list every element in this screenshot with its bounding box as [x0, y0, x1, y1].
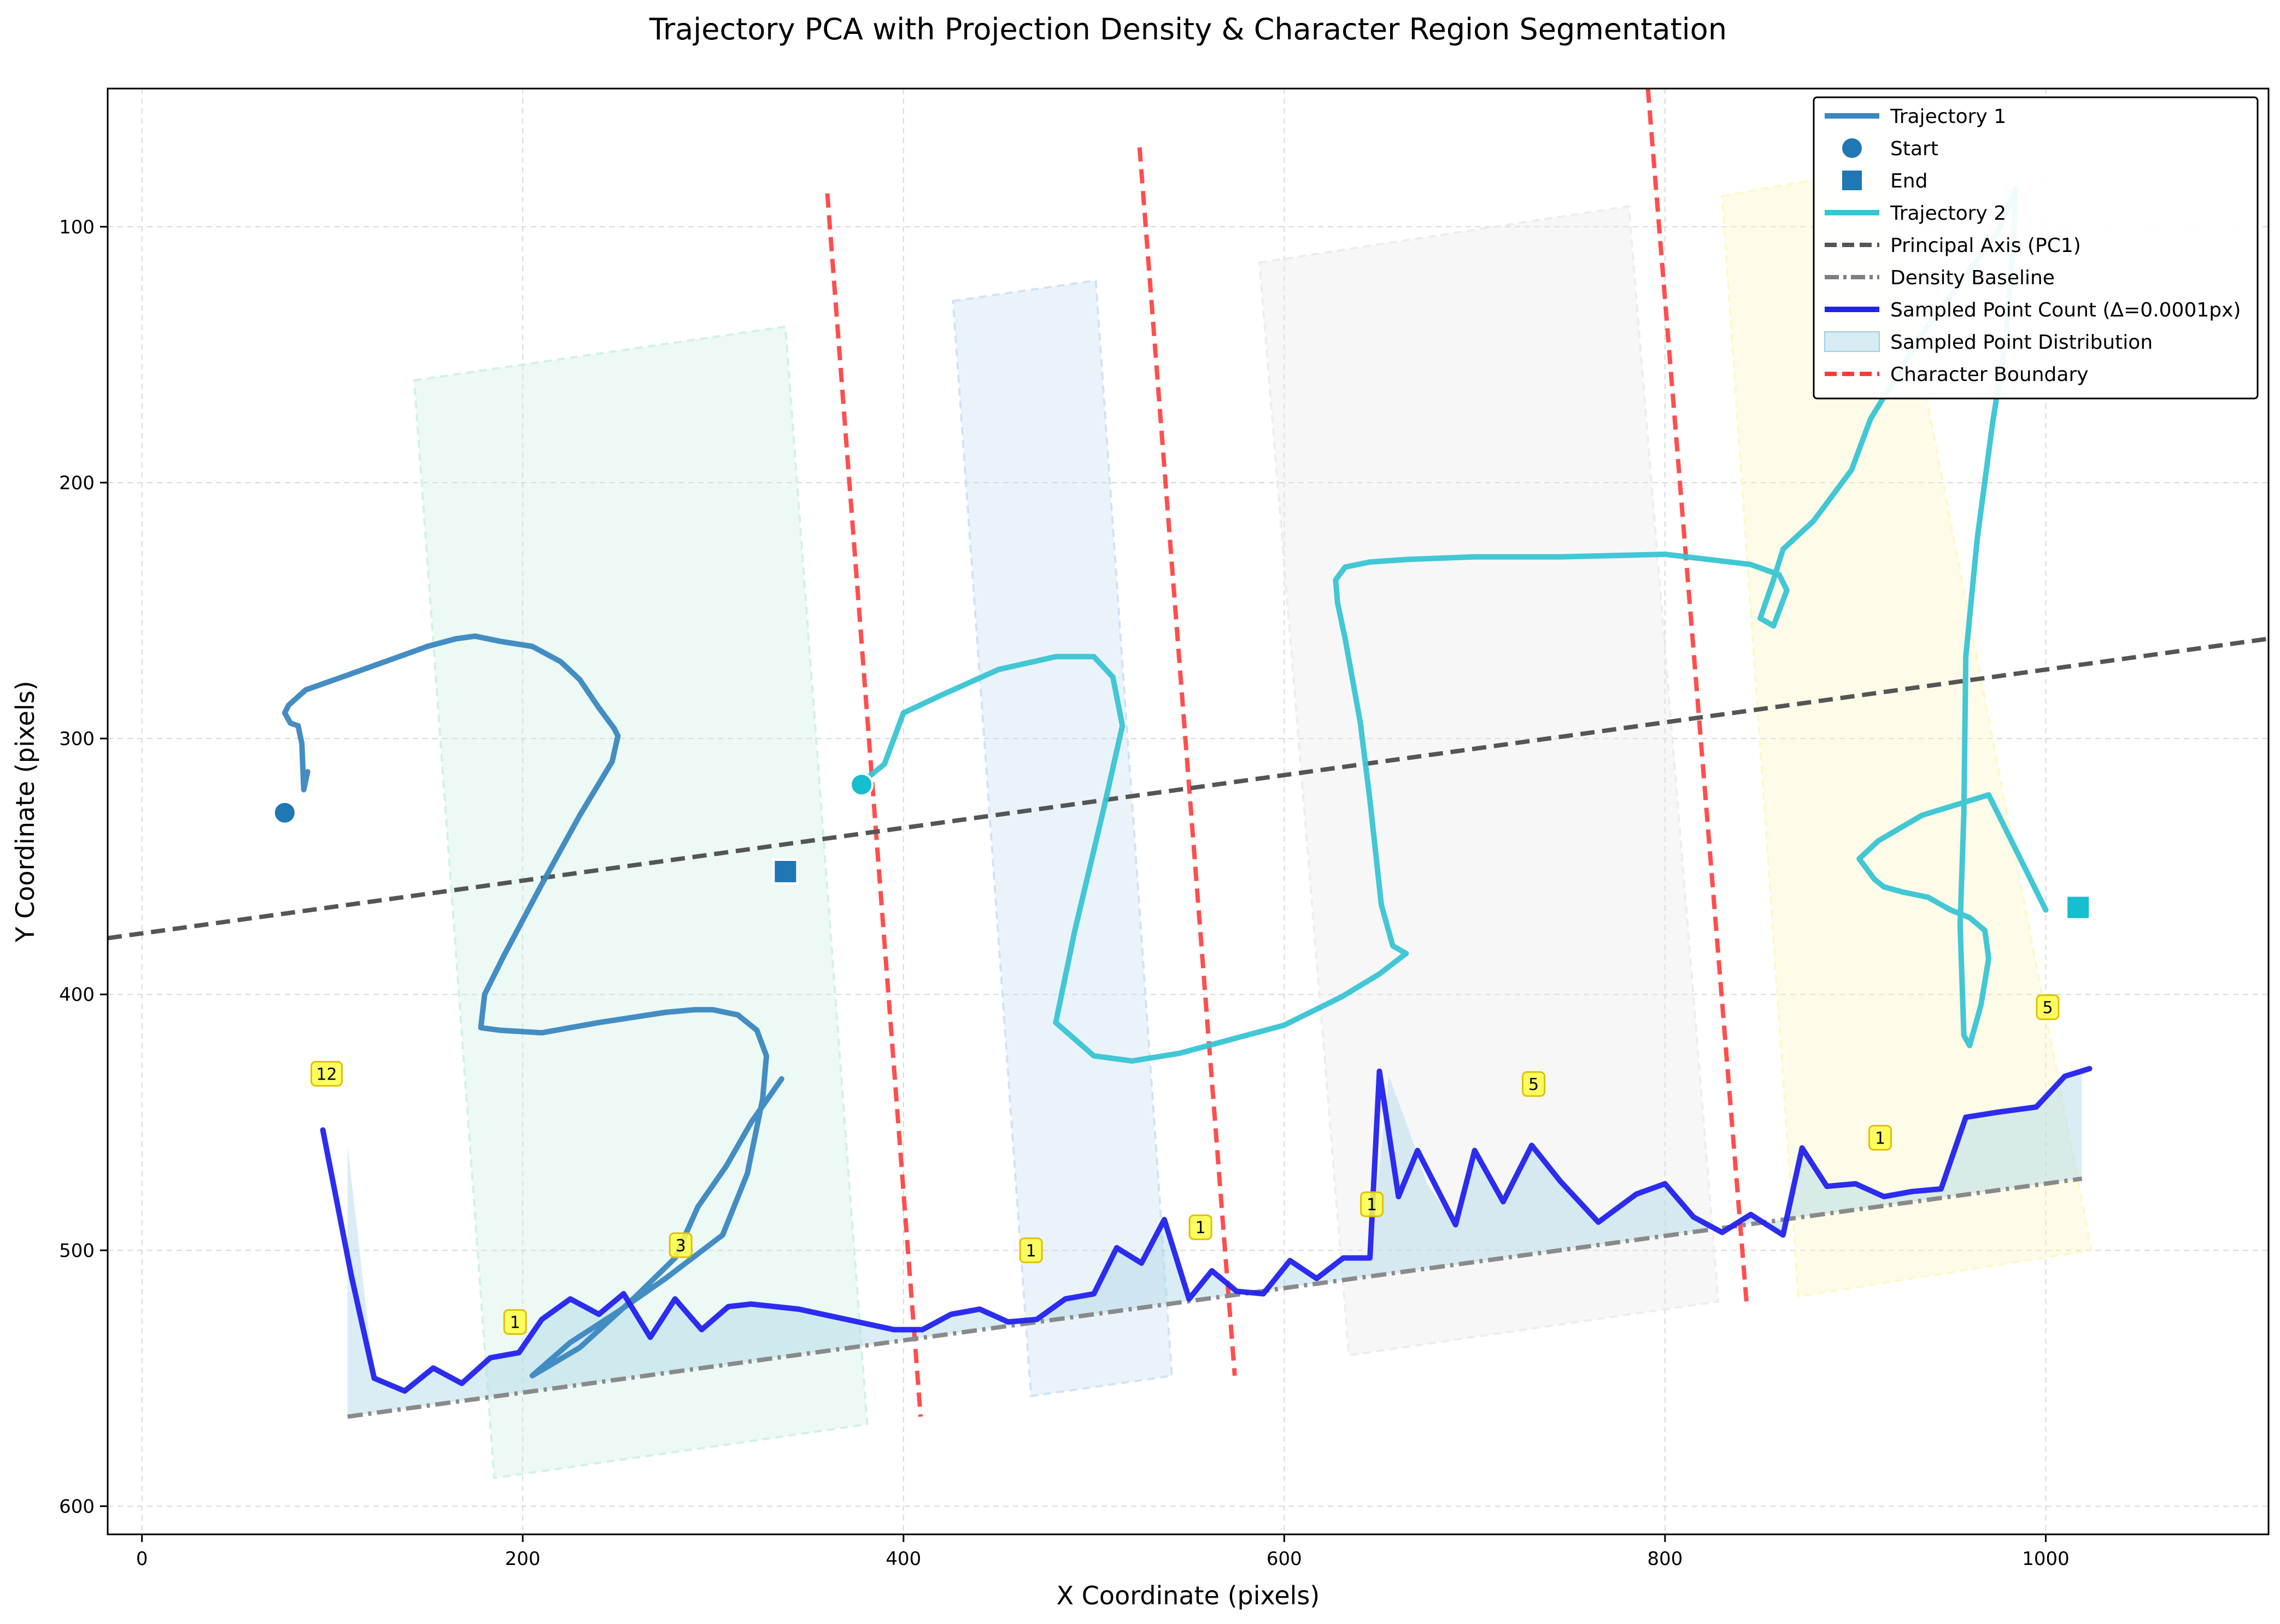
sampled-point-distribution — [347, 1069, 2082, 1417]
trajectory-1-line — [282, 633, 784, 1379]
legend-label: Character Boundary — [1890, 364, 2089, 386]
legend-label: Trajectory 2 — [1890, 202, 2006, 225]
legend-item: Principal Axis (PC1) — [1825, 234, 2081, 257]
plot-area: 12 1 3 1 1 1 5 1 5 — [108, 89, 2269, 1480]
x-tick-label: 1000 — [2022, 1548, 2070, 1570]
annotation-label: 1 — [1026, 1241, 1036, 1260]
count-annotation: 3 — [669, 1232, 693, 1258]
legend-label: Start — [1890, 138, 1938, 160]
y-tick-label: 500 — [59, 1240, 95, 1262]
distribution-area — [347, 1069, 2082, 1417]
annotations: 12 1 3 1 1 1 5 1 5 — [310, 994, 2060, 1335]
annotation-box — [1522, 1071, 1546, 1097]
legend-item: Sampled Point Distribution — [1824, 331, 2153, 354]
legend-swatch — [1824, 331, 1880, 352]
principal-axis-line — [108, 636, 2269, 941]
start-marker — [272, 800, 297, 825]
legend-item: Trajectory 2 — [1825, 202, 2006, 225]
density-baseline-line — [347, 1176, 2083, 1419]
annotation-box — [2036, 994, 2060, 1021]
legend-box — [1813, 96, 2259, 400]
annotation-label: 5 — [2042, 999, 2053, 1018]
annotation-box — [310, 1060, 343, 1087]
count-annotation: 1 — [1868, 1124, 1892, 1151]
character-region — [413, 325, 869, 1480]
y-tick-label: 600 — [59, 1496, 95, 1518]
character-boundary-line — [825, 193, 923, 1417]
data-markers — [272, 772, 2092, 921]
count-annotation: 5 — [2036, 994, 2060, 1021]
count-annotation: 1 — [503, 1309, 527, 1335]
annotation-label: 12 — [316, 1065, 337, 1084]
annotation-label: 1 — [1367, 1195, 1377, 1215]
character-boundary-line — [1137, 147, 1237, 1376]
legend-label: Density Baseline — [1890, 267, 2055, 289]
end-marker — [2065, 894, 2092, 921]
annotation-label: 1 — [510, 1313, 520, 1332]
character-region — [1258, 204, 1720, 1357]
legend-item: Start — [1842, 138, 1938, 160]
x-tick-label: 800 — [1647, 1548, 1683, 1570]
annotation-box — [1188, 1214, 1212, 1240]
x-tick-label: 200 — [505, 1548, 541, 1570]
legend-label: Trajectory 1 — [1890, 105, 2006, 128]
annotation-label: 3 — [676, 1236, 686, 1256]
start-marker — [849, 772, 874, 797]
sampled-point-count-line — [320, 1066, 2093, 1394]
chart-title: Trajectory PCA with Projection Density &… — [649, 12, 1727, 46]
legend: Trajectory 1 Start End Trajectory 2 Principa… — [1813, 96, 2259, 400]
count-annotation: 1 — [1188, 1214, 1212, 1240]
end-marker — [772, 858, 799, 886]
plot-frame — [107, 87, 2270, 1535]
x-tick-label: 400 — [886, 1548, 921, 1570]
y-tick-label: 300 — [59, 728, 95, 750]
annotation-label: 5 — [1528, 1075, 1539, 1094]
y-tick-label: 200 — [59, 472, 95, 494]
legend-label: Sampled Point Count (Δ=0.0001px) — [1890, 299, 2241, 321]
y-axis-title: Y Coordinate (pixels) — [10, 681, 40, 942]
legend-item: Trajectory 1 — [1825, 105, 2006, 128]
count-annotation: 1 — [1360, 1191, 1384, 1217]
axis-ticks: 0 200 400 600 800 1000 100 200 300 400 500 600 — [59, 216, 2070, 1570]
trajectory-2-line — [863, 185, 2049, 1064]
character-boundary-line — [1645, 89, 1749, 1307]
y-tick-label: 100 — [59, 216, 95, 238]
legend-label: Principal Axis (PC1) — [1890, 234, 2081, 257]
legend-item: Sampled Point Count (Δ=0.0001px) — [1825, 299, 2241, 321]
count-annotation: 5 — [1522, 1071, 1546, 1097]
legend-swatch — [1842, 171, 1862, 190]
annotation-box — [669, 1232, 693, 1258]
x-tick-label: 0 — [136, 1548, 148, 1570]
annotation-label: 1 — [1875, 1129, 1885, 1148]
annotation-box — [1868, 1124, 1892, 1151]
x-tick-label: 600 — [1267, 1548, 1302, 1570]
annotation-box — [1360, 1191, 1384, 1217]
legend-swatch — [1842, 138, 1862, 158]
count-annotation: 1 — [1019, 1237, 1043, 1263]
annotation-label: 1 — [1195, 1218, 1206, 1238]
legend-label: End — [1890, 170, 1927, 192]
character-region — [952, 279, 1174, 1398]
legend-item: End — [1842, 170, 1927, 192]
count-annotation: 12 — [310, 1060, 343, 1087]
legend-item: Character Boundary — [1825, 364, 2089, 386]
data-lines — [108, 89, 2269, 1419]
x-axis-title: X Coordinate (pixels) — [1057, 1581, 1320, 1610]
plot-border — [107, 87, 2270, 1535]
annotation-box — [1019, 1237, 1043, 1263]
legend-item: Density Baseline — [1825, 267, 2055, 289]
y-tick-label: 400 — [59, 984, 95, 1006]
annotation-box — [503, 1309, 527, 1335]
character-regions — [413, 166, 2093, 1480]
legend-label: Sampled Point Distribution — [1890, 331, 2153, 354]
